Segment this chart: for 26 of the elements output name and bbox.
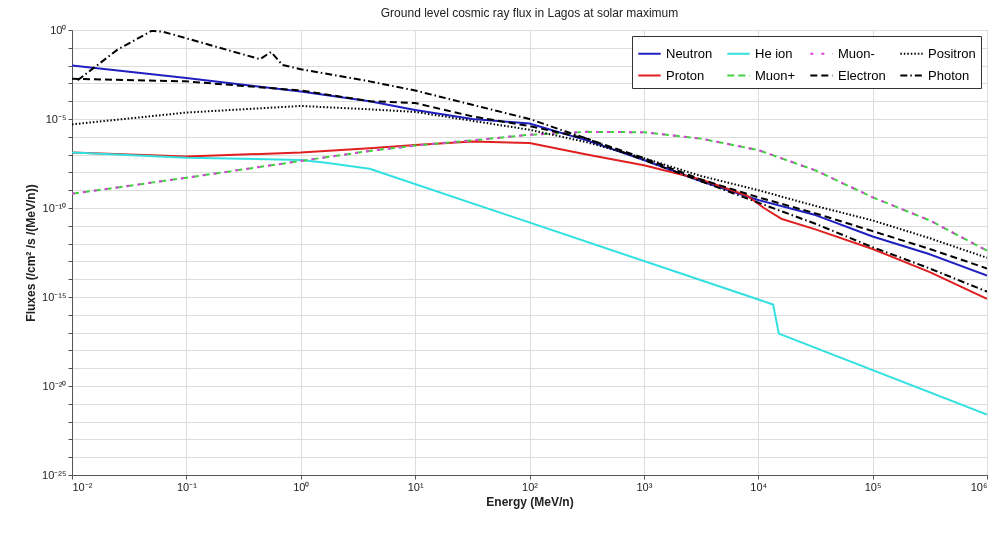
x-tick-label: 10⁵ <box>864 480 882 493</box>
x-tick-label: 10⁻¹ <box>176 480 198 493</box>
legend-label: Electron <box>838 67 886 83</box>
x-tick-label: 10⁴ <box>750 480 768 493</box>
y-axis-title: Fluxes (/cm² /s /(MeV/n)) <box>24 184 39 322</box>
x-tick-label: 10⁻² <box>72 480 93 493</box>
y-tick-label: 10⁻¹⁵ <box>42 290 67 303</box>
x-tick-label: 10¹ <box>407 480 424 493</box>
x-tick-label: 10³ <box>636 480 653 493</box>
y-tick-label: 10⁻²⁰ <box>42 379 67 392</box>
y-tick-label: 10⁻²⁵ <box>42 468 67 481</box>
x-axis-title: Energy (MeV/n) <box>486 494 574 509</box>
x-tick-label: 10⁶ <box>970 480 988 493</box>
chart-title: Ground level cosmic ray flux in Lagos at solar maximum <box>380 6 679 20</box>
legend-label: Muon+ <box>755 67 796 83</box>
y-tick-label: 10⁻⁵ <box>45 112 67 125</box>
y-tick-label: 10⁻¹⁰ <box>42 201 67 214</box>
legend-label: Neutron <box>666 45 713 61</box>
legend-label: Positron <box>928 45 976 61</box>
x-tick-label: 10⁰ <box>293 480 310 493</box>
legend-label: Proton <box>666 67 705 83</box>
y-tick-label: 10⁰ <box>50 23 67 36</box>
x-tick-label: 10² <box>522 480 539 493</box>
legend-label: Muon- <box>838 45 875 61</box>
legend-label: He ion <box>755 45 793 61</box>
legend-label: Photon <box>928 67 970 83</box>
